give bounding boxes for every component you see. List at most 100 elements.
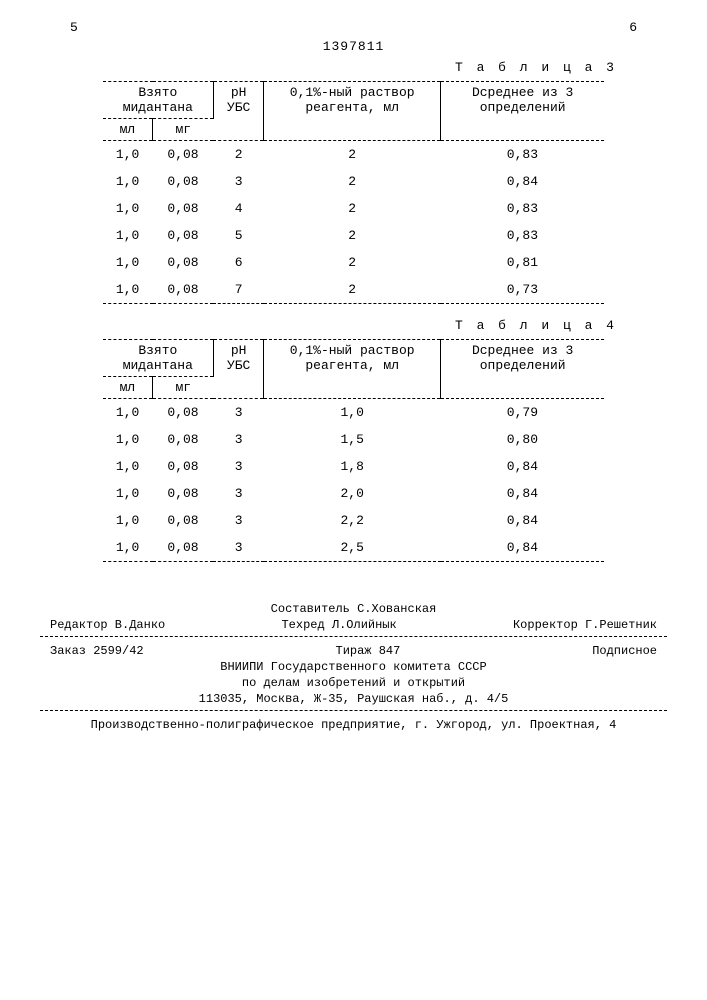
podpisnoe: Подписное bbox=[592, 644, 657, 658]
table-cell: 3 bbox=[213, 534, 263, 562]
t3-h3: 0,1%-ный раствор реагента, мл bbox=[264, 82, 441, 141]
table-cell: 3 bbox=[213, 399, 263, 427]
t4-h1a: мл bbox=[103, 377, 153, 399]
table-cell: 2 bbox=[264, 195, 441, 222]
corrector: Корректор Г.Решетник bbox=[513, 618, 657, 632]
document-number: 1397811 bbox=[40, 39, 667, 54]
table-cell: 0,81 bbox=[441, 249, 605, 276]
table-cell: 0,84 bbox=[441, 453, 605, 480]
footer: Составитель С.Хованская Редактор В.Данко… bbox=[40, 602, 667, 732]
table-cell: 0,84 bbox=[441, 534, 605, 562]
table-row: 1,00,08320,84 bbox=[103, 168, 605, 195]
table-cell: 2 bbox=[264, 141, 441, 169]
table-cell: 0,08 bbox=[153, 141, 214, 169]
addr: 113035, Москва, Ж-35, Раушская наб., д. … bbox=[40, 692, 667, 706]
t4-h2: pH УБС bbox=[213, 340, 263, 399]
table-cell: 2 bbox=[264, 249, 441, 276]
table-cell: 0,08 bbox=[153, 249, 214, 276]
table-cell: 0,08 bbox=[153, 168, 214, 195]
org2: по делам изобретений и открытий bbox=[40, 676, 667, 690]
table-cell: 1,0 bbox=[103, 480, 153, 507]
table-cell: 0,08 bbox=[153, 507, 214, 534]
t3-h1a: мл bbox=[103, 119, 153, 141]
table-row: 1,00,08220,83 bbox=[103, 141, 605, 169]
t3-h1: Взято мидантана bbox=[103, 82, 214, 119]
table-cell: 3 bbox=[213, 507, 263, 534]
table-cell: 1,0 bbox=[103, 453, 153, 480]
table-cell: 1,0 bbox=[103, 222, 153, 249]
table-cell: 0,08 bbox=[153, 195, 214, 222]
table3: Взято мидантана pH УБС 0,1%-ный раствор … bbox=[103, 81, 605, 304]
t3-h1b: мг bbox=[153, 119, 214, 141]
t4-body: 1,00,0831,00,791,00,0831,50,801,00,0831,… bbox=[103, 399, 605, 562]
table-cell: 0,83 bbox=[441, 195, 605, 222]
table-cell: 2 bbox=[264, 276, 441, 304]
table-cell: 0,84 bbox=[441, 507, 605, 534]
table-cell: 0,08 bbox=[153, 453, 214, 480]
page-left: 5 bbox=[70, 20, 78, 35]
table-cell: 0,08 bbox=[153, 534, 214, 562]
table-cell: 0,84 bbox=[441, 480, 605, 507]
table-cell: 0,73 bbox=[441, 276, 605, 304]
table-cell: 1,0 bbox=[103, 507, 153, 534]
table-row: 1,00,08720,73 bbox=[103, 276, 605, 304]
table-cell: 1,0 bbox=[103, 249, 153, 276]
printer: Производственно-полиграфическое предприя… bbox=[40, 718, 667, 732]
table-cell: 0,08 bbox=[153, 399, 214, 427]
table-cell: 0,83 bbox=[441, 222, 605, 249]
table-row: 1,00,0832,00,84 bbox=[103, 480, 605, 507]
table-cell: 1,0 bbox=[264, 399, 441, 427]
table-cell: 5 bbox=[213, 222, 263, 249]
table-cell: 0,08 bbox=[153, 222, 214, 249]
table-cell: 2,2 bbox=[264, 507, 441, 534]
table-cell: 1,8 bbox=[264, 453, 441, 480]
org1: ВНИИПИ Государственного комитета СССР bbox=[40, 660, 667, 674]
t4-h1: Взято мидантана bbox=[103, 340, 214, 377]
table-cell: 1,0 bbox=[103, 141, 153, 169]
table-cell: 3 bbox=[213, 480, 263, 507]
page-header: 5 6 bbox=[40, 20, 667, 35]
t4-h3: 0,1%-ный раствор реагента, мл bbox=[264, 340, 441, 399]
table-cell: 0,79 bbox=[441, 399, 605, 427]
table-cell: 1,0 bbox=[103, 195, 153, 222]
editor: Редактор В.Данко bbox=[50, 618, 165, 632]
table-cell: 3 bbox=[213, 426, 263, 453]
table-cell: 7 bbox=[213, 276, 263, 304]
table-cell: 1,0 bbox=[103, 534, 153, 562]
table-row: 1,00,08620,81 bbox=[103, 249, 605, 276]
table-cell: 2 bbox=[264, 168, 441, 195]
table-cell: 0,83 bbox=[441, 141, 605, 169]
t3-h2: pH УБС bbox=[213, 82, 263, 141]
table-cell: 0,80 bbox=[441, 426, 605, 453]
table-cell: 1,5 bbox=[264, 426, 441, 453]
table4-title: Т а б л и ц а 4 bbox=[40, 318, 617, 333]
table-cell: 1,0 bbox=[103, 168, 153, 195]
table-row: 1,00,0831,00,79 bbox=[103, 399, 605, 427]
t4-h1b: мг bbox=[153, 377, 214, 399]
table-cell: 6 bbox=[213, 249, 263, 276]
tirazh: Тираж 847 bbox=[336, 644, 401, 658]
table-row: 1,00,08520,83 bbox=[103, 222, 605, 249]
table-cell: 4 bbox=[213, 195, 263, 222]
table-row: 1,00,08420,83 bbox=[103, 195, 605, 222]
table-row: 1,00,0832,50,84 bbox=[103, 534, 605, 562]
table-row: 1,00,0831,80,84 bbox=[103, 453, 605, 480]
table-cell: 0,08 bbox=[153, 276, 214, 304]
table-cell: 2 bbox=[213, 141, 263, 169]
table-cell: 1,0 bbox=[103, 399, 153, 427]
tehred: Техред Л.Олийнык bbox=[281, 618, 396, 632]
table-row: 1,00,0832,20,84 bbox=[103, 507, 605, 534]
table-cell: 3 bbox=[213, 453, 263, 480]
table-cell: 0,08 bbox=[153, 426, 214, 453]
order: Заказ 2599/42 bbox=[50, 644, 144, 658]
table-cell: 2 bbox=[264, 222, 441, 249]
table4: Взято мидантана pH УБС 0,1%-ный раствор … bbox=[103, 339, 605, 562]
table-cell: 2,5 bbox=[264, 534, 441, 562]
table-cell: 0,08 bbox=[153, 480, 214, 507]
page-right: 6 bbox=[629, 20, 637, 35]
table3-title: Т а б л и ц а 3 bbox=[40, 60, 617, 75]
table-cell: 2,0 bbox=[264, 480, 441, 507]
table-cell: 1,0 bbox=[103, 276, 153, 304]
table-cell: 3 bbox=[213, 168, 263, 195]
t4-h4: Dсреднее из 3 определений bbox=[441, 340, 605, 399]
